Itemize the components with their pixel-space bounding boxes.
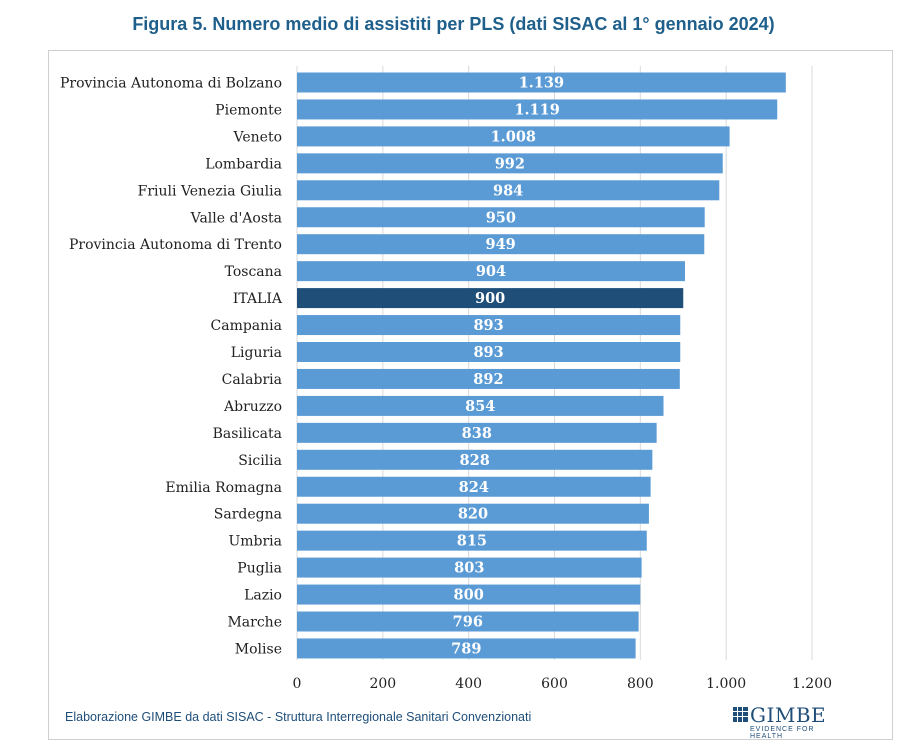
logo-grid-icon	[733, 707, 748, 722]
bar	[297, 207, 705, 228]
x-tick-label: 1.200	[792, 676, 832, 692]
category-label: Provincia Autonoma di Bolzano	[60, 76, 282, 92]
category-label: ITALIA	[233, 291, 283, 307]
data-label: 893	[473, 317, 503, 334]
bar	[297, 261, 685, 282]
category-label: Sicilia	[238, 453, 282, 469]
category-label: Umbria	[228, 534, 282, 550]
bar	[297, 476, 651, 497]
bar	[297, 72, 786, 93]
category-label: Lombardia	[205, 156, 282, 172]
data-label: 803	[454, 560, 484, 577]
x-tick-label: 600	[541, 676, 568, 692]
x-tick-label: 400	[455, 676, 482, 692]
data-label: 800	[454, 587, 484, 604]
category-label: Friuli Venezia Giulia	[138, 183, 282, 199]
data-label: 820	[458, 506, 488, 523]
bar	[297, 153, 723, 174]
bar	[297, 234, 705, 255]
bar	[297, 99, 778, 120]
bar	[297, 288, 684, 309]
data-label: 949	[485, 236, 515, 253]
bar	[297, 395, 664, 416]
x-tick-label: 1.000	[706, 676, 746, 692]
bar	[297, 315, 681, 336]
data-label: 892	[473, 371, 503, 388]
chart-title: Figura 5. Numero medio di assistiti per …	[132, 14, 775, 34]
data-label: 854	[465, 398, 495, 415]
data-label: 992	[495, 155, 525, 172]
category-label: Marche	[227, 615, 282, 631]
bar	[297, 638, 636, 659]
category-label: Lazio	[244, 588, 282, 604]
category-label: Puglia	[237, 561, 282, 577]
bar	[297, 611, 639, 632]
data-label: 1.008	[491, 128, 536, 145]
data-label: 838	[462, 425, 492, 442]
source-note: Elaborazione GIMBE da dati SISAC - Strut…	[65, 710, 532, 724]
bar	[297, 180, 720, 201]
data-label: 828	[460, 452, 490, 469]
category-label: Campania	[211, 318, 282, 334]
category-labels: Provincia Autonoma di Bolzano Piemonte Ven…	[60, 76, 283, 658]
category-label: Molise	[235, 641, 282, 657]
category-label: Toscana	[225, 264, 282, 280]
data-label: 796	[453, 614, 483, 631]
category-label: Provincia Autonoma di Trento	[69, 237, 282, 253]
data-label: 984	[493, 182, 523, 199]
bar	[297, 342, 681, 362]
category-label: Basilicata	[213, 426, 282, 442]
category-label: Liguria	[231, 345, 282, 361]
category-label: Calabria	[222, 372, 282, 388]
data-label: 815	[457, 533, 487, 550]
x-axis-ticks: 0 200 400 600 800 1.000 1.200	[293, 676, 833, 692]
x-tick-label: 800	[627, 676, 654, 692]
category-label: Emilia Romagna	[165, 480, 282, 496]
data-label: 1.119	[514, 101, 559, 118]
data-label: 789	[451, 640, 481, 657]
chart-frame	[48, 50, 893, 740]
data-label: 904	[476, 263, 506, 280]
category-label: Veneto	[233, 129, 282, 145]
bar	[297, 449, 653, 470]
data-label: 950	[486, 209, 516, 226]
bar	[297, 584, 641, 605]
bars	[297, 72, 786, 659]
value-labels: 1.139 1.119 1.008 992 984 950 949 904 900 893 893 8…	[451, 75, 564, 658]
data-label: 900	[475, 290, 505, 307]
gimbe-logo: GIMBE EVIDENCE FOR HEALTH	[733, 703, 833, 740]
data-label: 1.139	[519, 75, 564, 92]
category-label: Abruzzo	[223, 399, 282, 415]
logo-name: GIMBE	[750, 703, 827, 727]
data-label: 893	[473, 344, 503, 361]
category-label: Valle d'Aosta	[190, 210, 282, 226]
bar	[297, 530, 647, 551]
bar	[297, 557, 642, 578]
bar	[297, 126, 730, 147]
category-label: Sardegna	[214, 507, 282, 523]
x-tick-label: 0	[293, 676, 302, 692]
bar	[297, 368, 680, 389]
bar	[297, 503, 649, 524]
x-tick-label: 200	[369, 676, 396, 692]
logo-tagline: EVIDENCE FOR HEALTH	[750, 726, 815, 740]
bar	[297, 422, 657, 443]
data-label: 824	[459, 479, 489, 496]
category-label: Piemonte	[215, 102, 282, 118]
